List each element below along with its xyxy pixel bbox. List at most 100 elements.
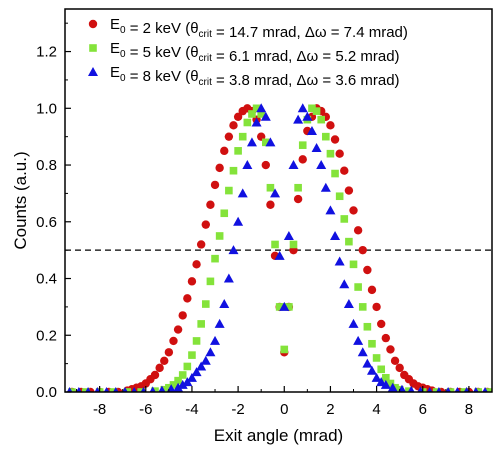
data-point <box>271 240 279 249</box>
data-point <box>473 387 479 392</box>
data-point <box>387 382 398 392</box>
data-point <box>109 388 118 392</box>
data-point <box>344 186 354 195</box>
legend-subscript: 0 <box>120 73 126 84</box>
data-point <box>237 188 248 198</box>
data-point <box>233 216 244 226</box>
data-point <box>266 200 275 209</box>
data-point <box>275 303 284 311</box>
data-point <box>289 240 298 249</box>
y-tick-label: 0.8 <box>36 157 57 174</box>
data-point <box>382 374 390 382</box>
data-point <box>200 355 211 365</box>
data-point <box>211 254 219 263</box>
data-point <box>229 166 238 175</box>
data-point <box>340 215 349 223</box>
data-point <box>371 372 382 382</box>
y-tick-label: 0.4 <box>36 271 57 288</box>
data-point <box>246 137 257 147</box>
data-point <box>377 365 386 374</box>
data-point <box>343 299 354 309</box>
data-point <box>85 387 91 392</box>
legend-text-part: = 2 keV (θ <box>126 20 199 37</box>
data-point <box>178 371 187 379</box>
data-point <box>183 294 192 303</box>
data-point <box>345 237 353 246</box>
legend-text-part: E <box>110 16 120 33</box>
data-point <box>265 137 276 147</box>
data-point <box>395 363 404 373</box>
y-axis-title: Counts (a.u.) <box>11 151 30 249</box>
data-point <box>201 300 210 308</box>
data-point <box>288 160 299 170</box>
data-point <box>330 230 341 240</box>
legend-item: E0 = 5 keV (θcrit = 6.1 mrad, Δω = 5.2 m… <box>89 40 400 65</box>
data-point <box>140 387 147 392</box>
data-point <box>390 356 400 365</box>
data-point <box>220 146 229 156</box>
data-point <box>280 345 289 354</box>
data-point <box>260 111 271 121</box>
data-point <box>417 386 424 392</box>
data-point <box>330 135 340 144</box>
data-point <box>224 132 234 141</box>
data-point <box>325 205 336 215</box>
data-point <box>220 209 229 218</box>
data-point <box>436 387 442 392</box>
data-point <box>215 163 224 173</box>
x-axis: -8 -6 -4 -2 0 2 4 6 8 <box>76 386 473 418</box>
y-tick-label: 0.0 <box>36 384 57 401</box>
data-point <box>177 379 188 389</box>
data-point <box>123 388 132 392</box>
data-point <box>183 362 192 371</box>
data-point <box>381 333 391 343</box>
series-layer <box>66 103 492 392</box>
data-point <box>173 382 184 392</box>
data-point <box>68 388 76 392</box>
data-point <box>155 363 164 373</box>
x-tick-label: -2 <box>231 401 244 418</box>
data-point <box>446 388 455 392</box>
legend-subscript: 0 <box>120 49 126 60</box>
data-point <box>312 107 321 115</box>
data-point <box>308 104 316 113</box>
data-point <box>228 245 239 255</box>
data-point <box>196 361 207 371</box>
data-point <box>103 387 110 392</box>
data-point <box>66 387 73 392</box>
data-point <box>353 226 363 235</box>
data-point <box>405 387 413 392</box>
data-point <box>358 245 367 255</box>
data-point <box>191 367 202 377</box>
data-point <box>261 160 271 170</box>
x-tick-label: 0 <box>280 401 288 418</box>
data-point <box>158 385 166 392</box>
data-point <box>256 103 267 113</box>
data-point <box>178 311 187 320</box>
data-point <box>340 166 349 175</box>
data-point <box>293 114 304 124</box>
data-point <box>206 277 215 286</box>
data-point <box>214 318 225 328</box>
legend-subscript: 0 <box>120 25 126 36</box>
data-point <box>187 277 197 286</box>
data-point <box>149 386 156 392</box>
data-point <box>160 356 169 365</box>
data-point <box>339 279 350 289</box>
y-tick-label: 0.6 <box>36 214 57 231</box>
data-point <box>188 351 196 359</box>
x-tick-label: -6 <box>139 401 152 418</box>
data-point <box>165 383 173 392</box>
data-point <box>454 387 461 392</box>
x-tick-label: 2 <box>326 401 334 418</box>
data-point <box>331 169 339 178</box>
legend: E0 = 2 keV (θcrit = 14.7 mrad, Δω = 7.4 … <box>88 16 408 89</box>
data-point <box>474 388 482 392</box>
data-point <box>169 336 178 346</box>
data-point <box>358 303 367 311</box>
data-point <box>368 339 376 348</box>
legend-text-part: = 6.1 mrad, Δω = 5.2 mrad) <box>212 48 400 65</box>
data-point <box>294 183 302 192</box>
legend-label: E0 = 5 keV (θcrit = 6.1 mrad, Δω = 5.2 m… <box>110 40 400 65</box>
data-point <box>242 160 253 170</box>
